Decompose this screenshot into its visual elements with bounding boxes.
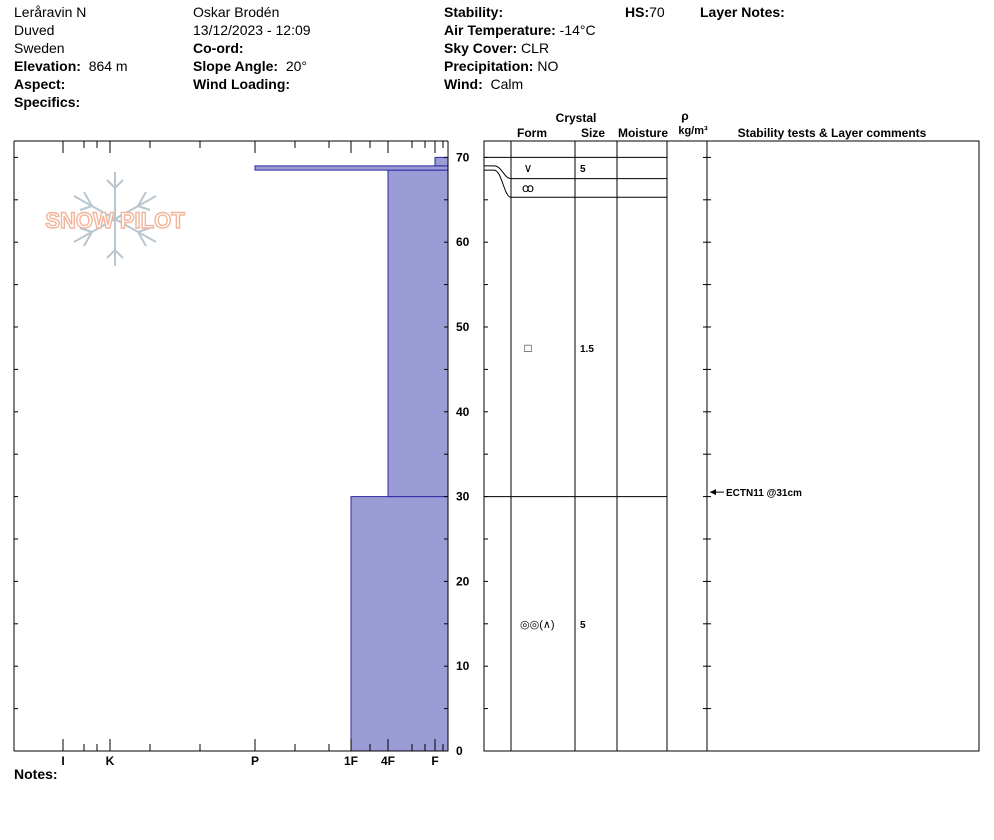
snowflake-icon [73, 172, 157, 266]
stability-label: Stability: [444, 4, 504, 20]
hardness-tick-label: 1F [344, 754, 358, 768]
layer-table-frame [483, 140, 980, 752]
layers-panel: ∨ 5 ꝏ □ 1.5 ◎◎(∧) 5 ECTN11 @31cm [483, 140, 980, 752]
location-name: Leråravin N [14, 4, 87, 20]
height-tick-label: 70 [456, 150, 470, 164]
air-temp-row: Air Temperature: -14°C [444, 21, 596, 39]
arrow-head-icon [710, 489, 716, 496]
elevation-row: Elevation: 864 m [14, 57, 128, 75]
sky-cover-row: Sky Cover: CLR [444, 39, 549, 57]
coord-label: Co-ord: [193, 40, 244, 56]
crystal-header: Crystal [556, 111, 597, 125]
wind-label: Wind: [444, 76, 483, 92]
coord-row: Co-ord: [193, 39, 244, 57]
slope-label: Slope Angle: [193, 58, 279, 74]
country-name: Sweden [14, 40, 65, 56]
hardness-panel: I K P 1F 4F F 0 10 20 30 40 50 60 70 [13, 140, 470, 768]
wind-row: Wind: Calm [444, 75, 523, 93]
precipitation-value: NO [537, 58, 559, 74]
hardness-bar [254, 165, 449, 171]
sky-cover-label: Sky Cover: [444, 40, 518, 56]
slope-row: Slope Angle: 20° [193, 57, 307, 75]
density-symbol-header: ρ [681, 109, 688, 123]
wind-loading-label: Wind Loading: [193, 76, 291, 92]
elevation-label: Elevation: [14, 58, 81, 74]
layer-notes-label: Layer Notes: [700, 4, 785, 20]
grain-size-value: 5 [580, 164, 586, 175]
hs-row: HS:70 [625, 3, 665, 21]
air-temp-value: -14°C [559, 22, 596, 38]
grain-size-value: 1.5 [580, 344, 594, 355]
specifics-label: Specifics: [14, 94, 81, 110]
stability-test-label: ECTN11 @31cm [726, 488, 802, 499]
elevation-value: 864 m [88, 58, 128, 74]
grain-form-symbol: ◎◎(∧) [520, 619, 555, 631]
slope-value: 20° [285, 58, 307, 74]
hardness-tick-label: I [61, 754, 64, 768]
aspect-label: Aspect: [14, 76, 66, 92]
precipitation-label: Precipitation: [444, 58, 534, 74]
layer-notes-row: Layer Notes: [700, 3, 785, 21]
hardness-bar [387, 169, 449, 498]
grain-size-value: 5 [580, 620, 586, 631]
column-headers: Crystal Form Size Moisture ρ kg/m³ Stabi… [517, 109, 927, 140]
aspect-row: Aspect: [14, 75, 65, 93]
sky-cover-value: CLR [521, 40, 550, 56]
hardness-tick-label: F [431, 754, 438, 768]
observer-name: Oskar Brodén [193, 4, 280, 20]
snowpilot-logo: SNOW PILOT [45, 172, 186, 266]
hardness-tick-label: 4F [381, 754, 395, 768]
height-tick-label: 10 [456, 659, 470, 673]
notes-label: Notes: [14, 766, 58, 782]
notes-row: Notes: [14, 765, 58, 783]
observation-datetime: 13/12/2023 - 12:09 [193, 22, 311, 38]
hs-value: 70 [649, 4, 665, 20]
grain-form-symbol: ꝏ [522, 181, 534, 195]
height-tick-label: 60 [456, 235, 470, 249]
stability-row: Stability: [444, 3, 503, 21]
hardness-bar [350, 496, 449, 752]
hardness-tick-label: P [251, 754, 259, 768]
specifics-row: Specifics: [14, 93, 80, 111]
grain-form-symbol: □ [524, 341, 531, 355]
logo-text: SNOW PILOT [45, 208, 185, 233]
layer-connector [484, 165, 512, 180]
form-header: Form [517, 126, 547, 140]
wind-loading-row: Wind Loading: [193, 75, 290, 93]
hardness-tick-label: K [106, 754, 115, 768]
wind-value: Calm [490, 76, 524, 92]
hs-label: HS: [625, 4, 650, 20]
size-header: Size [581, 126, 605, 140]
density-unit-header: kg/m³ [678, 125, 708, 137]
layer-connector [484, 169, 512, 198]
comments-header: Stability tests & Layer comments [738, 126, 927, 140]
hardness-bar [434, 156, 449, 167]
grain-form-symbol: ∨ [524, 161, 533, 175]
air-temp-label: Air Temperature: [444, 22, 556, 38]
moisture-header: Moisture [618, 126, 668, 140]
height-tick-label: 50 [456, 320, 470, 334]
height-tick-label: 0 [456, 744, 463, 758]
precipitation-row: Precipitation: NO [444, 57, 558, 75]
height-tick-label: 40 [456, 405, 470, 419]
area-name: Duved [14, 22, 55, 38]
height-tick-label: 30 [456, 490, 470, 504]
height-tick-label: 20 [456, 574, 470, 588]
